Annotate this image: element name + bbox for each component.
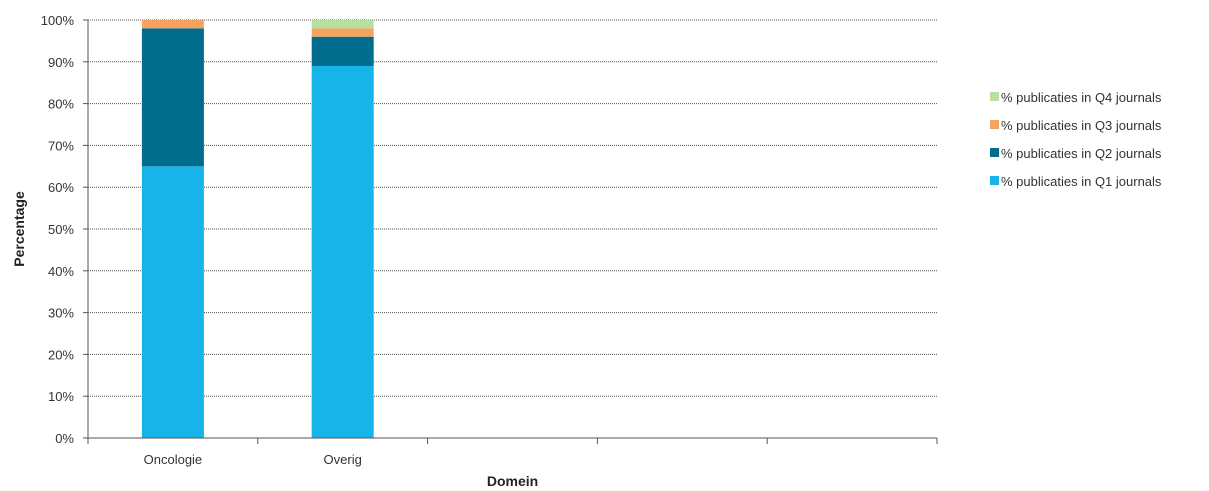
y-tick-labels: 0% 10% 20% 30% 40% 50% 60% 70% 80% 90% 100% (41, 13, 75, 446)
x-tick-label: Overig (324, 452, 362, 467)
x-tick-label: Oncologie (144, 452, 203, 467)
bar-segment (311, 65, 374, 438)
bar-segment (141, 20, 204, 29)
y-axis-title: Percentage (11, 191, 27, 267)
y-tick-label: 60% (48, 180, 74, 195)
gridlines (88, 19, 937, 397)
legend-label: % publicaties in Q3 journals (1001, 118, 1162, 133)
y-tick-label: 80% (48, 97, 74, 112)
y-tick-label: 50% (48, 222, 74, 237)
y-tick-label: 70% (48, 138, 74, 153)
legend-swatch (990, 176, 999, 185)
legend-label: % publicaties in Q4 journals (1001, 90, 1162, 105)
bar-segment (141, 28, 204, 167)
bars (141, 20, 374, 439)
legend-swatch (990, 148, 999, 157)
y-tick-label: 40% (48, 264, 74, 279)
y-tick-label: 90% (48, 55, 74, 70)
y-tick-label: 20% (48, 347, 74, 362)
legend-swatch (990, 92, 999, 101)
y-tick-label: 30% (48, 306, 74, 321)
bar-segment (311, 36, 374, 66)
bar-segment (141, 166, 204, 439)
y-tick-label: 10% (48, 389, 74, 404)
legend-label: % publicaties in Q1 journals (1001, 174, 1162, 189)
axes (83, 19, 938, 444)
legend: % publicaties in Q4 journals % publicatie… (990, 90, 1162, 189)
x-tick-labels: Oncologie Overig (144, 452, 362, 467)
y-tick-label: 0% (55, 431, 74, 446)
bar-segment (311, 28, 374, 37)
y-tick-label: 100% (41, 13, 75, 28)
x-axis-title: Domein (487, 473, 538, 489)
legend-label: % publicaties in Q2 journals (1001, 146, 1162, 161)
legend-swatch (990, 120, 999, 129)
bar-segment (311, 20, 374, 29)
